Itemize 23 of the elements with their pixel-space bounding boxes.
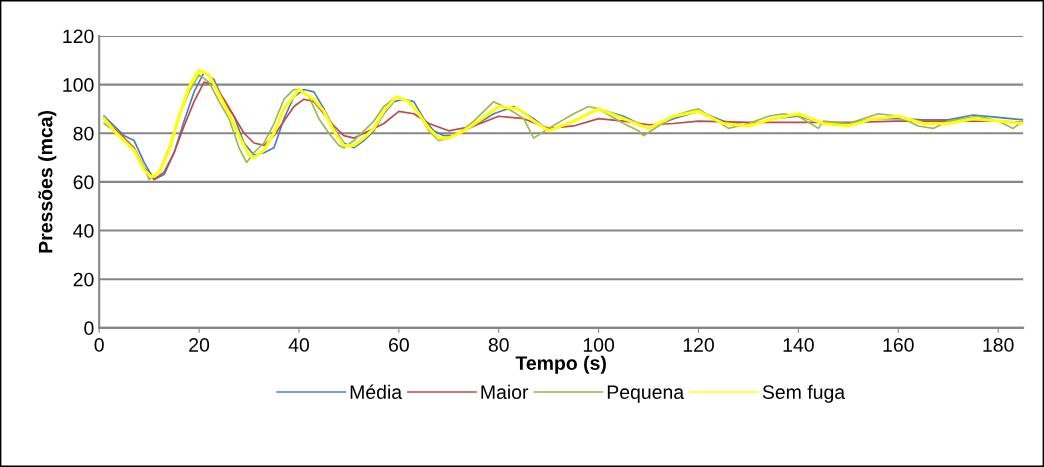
x-tick-label: 0 (94, 338, 104, 352)
y-tick-label: 80 (73, 126, 94, 141)
y-tick-label: 20 (73, 272, 94, 287)
y-tick-label: 100 (63, 78, 94, 92)
x-tick-label: 40 (288, 338, 310, 352)
legend-label: Média (350, 384, 403, 400)
y-tick-label: 40 (73, 224, 94, 238)
y-tick-label: 60 (73, 175, 94, 190)
x-tick-label: 100 (583, 338, 615, 352)
legend-label: Maior (481, 384, 529, 400)
x-tick-label: 140 (783, 338, 814, 352)
legend-label: Sem fuga (762, 384, 846, 403)
y-tick-label: 0 (84, 321, 94, 336)
x-tick-label: 60 (389, 338, 409, 352)
x-tick-label: 160 (883, 338, 914, 352)
legend-label: Pequena (607, 385, 685, 403)
y-tick-label: 120 (63, 29, 94, 44)
x-tick-label: 180 (983, 338, 1014, 352)
x-tick-label: 120 (683, 338, 714, 352)
y-axis-title: Pressões (mca) (38, 110, 57, 253)
x-tick-label: 80 (488, 338, 509, 352)
x-axis-title: Tempo (s) (515, 355, 606, 374)
x-tick-label: 20 (189, 338, 210, 352)
